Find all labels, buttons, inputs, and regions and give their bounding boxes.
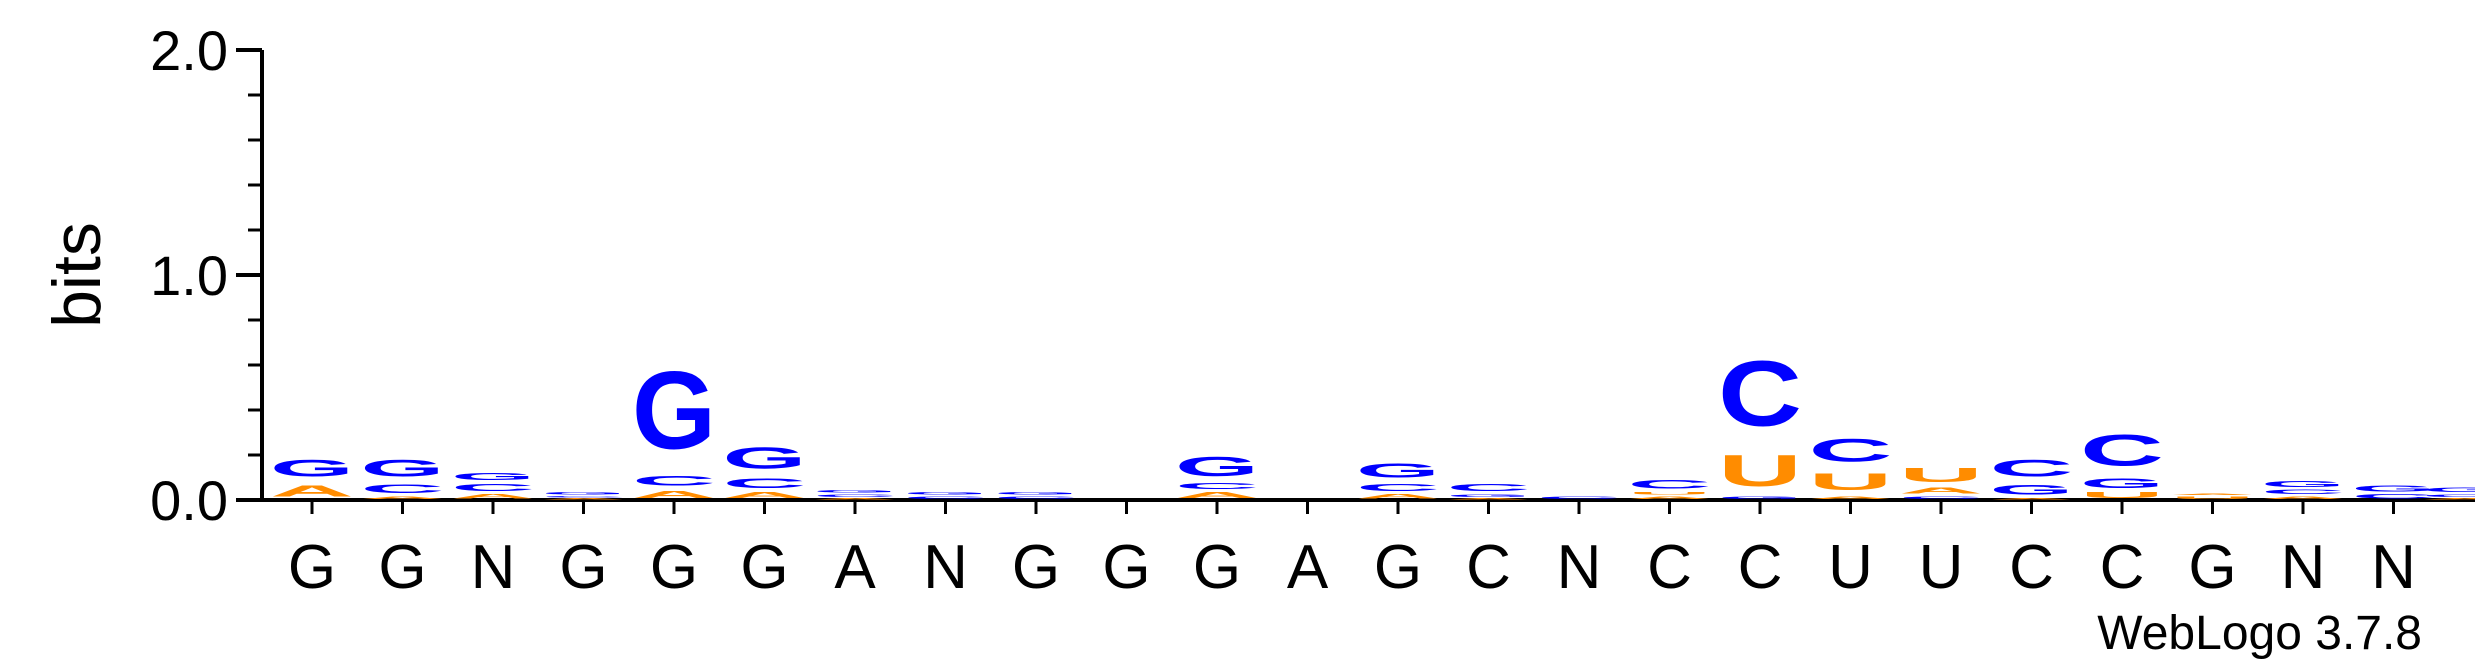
logo-letter-g: G — [1718, 496, 1802, 500]
logo-letter-a: A — [541, 498, 625, 500]
logo-letter-a: A — [813, 498, 897, 500]
logo-letter-a: A — [1175, 491, 1259, 500]
logo-letter-u: U — [1899, 464, 1983, 487]
position-label: G — [1374, 533, 1422, 602]
position-label: G — [1193, 533, 1241, 602]
logo-letter-g: G — [542, 491, 626, 495]
position-label: G — [559, 533, 607, 602]
logo-letter-c: C — [813, 493, 897, 497]
y-tick-label: 2.0 — [150, 19, 228, 82]
position-label: U — [1828, 533, 1873, 602]
logo-letter-g: G — [723, 441, 807, 475]
logo-letter-c: C — [1899, 496, 1983, 500]
logo-letter-g: G — [2422, 487, 2475, 494]
position-label: C — [1738, 533, 1783, 602]
logo-letter-a: A — [2422, 498, 2475, 500]
logo-letter-a: A — [270, 482, 354, 500]
logo-letter-c: C — [723, 475, 807, 491]
position-label: G — [2188, 533, 2236, 602]
logo-letter-u: U — [2171, 496, 2255, 500]
logo-letter-g: G — [270, 455, 354, 482]
position-label: A — [834, 533, 876, 602]
logo-letter-g: G — [2352, 484, 2436, 493]
position-label: U — [1919, 533, 1964, 602]
logo-letter-g: G — [632, 350, 716, 473]
y-ticks: 0.0 1.0 2.0 — [150, 19, 262, 532]
logo-letter-c: C — [1628, 477, 1712, 491]
logo-letter-c: C — [994, 496, 1078, 500]
logo-letter-g: G — [994, 491, 1078, 495]
position-label: N — [923, 533, 968, 602]
logo-letter-c: C — [632, 473, 716, 489]
logo-letter-c: C — [1356, 482, 1440, 493]
logo-letter-c: C — [541, 496, 625, 498]
logo-letter-a: A — [1628, 496, 1712, 500]
position-label: G — [288, 533, 336, 602]
y-tick-label: 1.0 — [150, 244, 228, 307]
logo-letter-g: G — [813, 489, 897, 493]
logo-letter-a: A — [722, 491, 806, 500]
logo-letter-g: G — [2261, 480, 2345, 489]
position-label: C — [1466, 533, 1511, 602]
logo-letter-a: A — [1809, 496, 1893, 500]
logo-letter-a: A — [1446, 498, 1530, 500]
weblogo-credit: WebLogo 3.7.8 — [2097, 607, 2422, 660]
logo-letter-c: C — [2080, 425, 2164, 475]
position-label: C — [1647, 533, 1692, 602]
y-tick-label: 0.0 — [150, 469, 228, 532]
position-label: G — [1012, 533, 1060, 602]
logo-letter-a: A — [2170, 493, 2254, 495]
logo-letter-u: U — [1718, 446, 1802, 496]
logo-letter-g: G — [1990, 482, 2074, 498]
logo-letter-c: C — [1175, 482, 1259, 491]
logo-letter-a: A — [451, 493, 535, 500]
logo-letter-g: G — [904, 491, 988, 495]
y-axis-title: bits — [39, 222, 115, 328]
position-label: C — [2009, 533, 2054, 602]
logo-letter-c: C — [451, 482, 535, 493]
position-label: C — [2100, 533, 2145, 602]
logo-letter-u: U — [1809, 468, 1893, 495]
position-label: N — [1557, 533, 1602, 602]
logo-letter-a: A — [2261, 496, 2345, 500]
position-label: N — [471, 533, 516, 602]
logo-letter-a: A — [1899, 487, 1983, 496]
position-label: G — [740, 533, 788, 602]
position-label: N — [2281, 533, 2326, 602]
logo-letter-a: A — [361, 496, 445, 500]
logo-letter-c: C — [1446, 482, 1530, 493]
logo-letter-g: G — [451, 471, 535, 482]
logo-letter-g: G — [2080, 475, 2164, 491]
position-label: G — [1102, 533, 1150, 602]
logo-letter-a: A — [1356, 493, 1440, 500]
logo-letter-c: C — [1808, 433, 1892, 469]
logo-letter-c: C — [1718, 343, 1802, 446]
logo-letter-g: G — [361, 455, 445, 482]
logo-letter-u: U — [1628, 491, 1712, 495]
logo-letter-c: C — [2261, 489, 2345, 496]
logo-letter-g: G — [1447, 493, 1531, 497]
position-label: N — [2371, 533, 2416, 602]
position-label: G — [378, 533, 426, 602]
logo-letter-c: C — [2422, 493, 2475, 497]
logo-letter-c: C — [904, 496, 988, 500]
logo-letter-c: C — [361, 482, 445, 496]
logo-letter-c: C — [1537, 496, 1621, 500]
logo-letter-u: U — [2080, 491, 2164, 500]
logo-letter-g: G — [1175, 451, 1259, 482]
logo-letter-a: A — [632, 489, 716, 500]
logo-letter-c: C — [2352, 493, 2436, 500]
position-label: G — [650, 533, 698, 602]
logo-letter-a: A — [1989, 498, 2073, 500]
position-label: A — [1287, 533, 1329, 602]
logo-letter-c: C — [1990, 455, 2074, 482]
logo-letter-g: G — [1356, 460, 1440, 482]
